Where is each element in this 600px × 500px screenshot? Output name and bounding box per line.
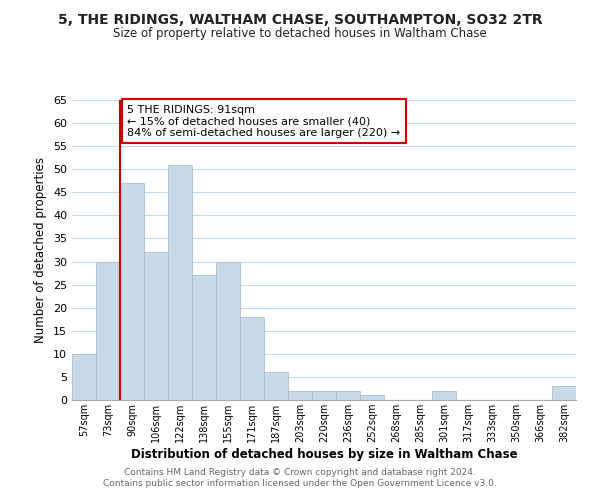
Text: 5 THE RIDINGS: 91sqm
← 15% of detached houses are smaller (40)
84% of semi-detac: 5 THE RIDINGS: 91sqm ← 15% of detached h… (127, 104, 400, 138)
Bar (96, 262, 120, 400)
Bar (240, 317, 264, 400)
Bar (264, 372, 288, 400)
Bar (552, 386, 576, 400)
Y-axis label: Number of detached properties: Number of detached properties (34, 157, 47, 343)
Bar (312, 391, 336, 400)
Bar (168, 164, 192, 400)
Bar (216, 262, 240, 400)
Bar (360, 396, 384, 400)
X-axis label: Distribution of detached houses by size in Waltham Chase: Distribution of detached houses by size … (131, 448, 517, 461)
Bar (144, 252, 168, 400)
Bar (120, 183, 144, 400)
Text: Contains HM Land Registry data © Crown copyright and database right 2024.
Contai: Contains HM Land Registry data © Crown c… (103, 468, 497, 487)
Bar (192, 276, 216, 400)
Bar (288, 391, 312, 400)
Text: Size of property relative to detached houses in Waltham Chase: Size of property relative to detached ho… (113, 28, 487, 40)
Bar (336, 391, 360, 400)
Bar (72, 354, 96, 400)
Bar (432, 391, 456, 400)
Text: 5, THE RIDINGS, WALTHAM CHASE, SOUTHAMPTON, SO32 2TR: 5, THE RIDINGS, WALTHAM CHASE, SOUTHAMPT… (58, 12, 542, 26)
